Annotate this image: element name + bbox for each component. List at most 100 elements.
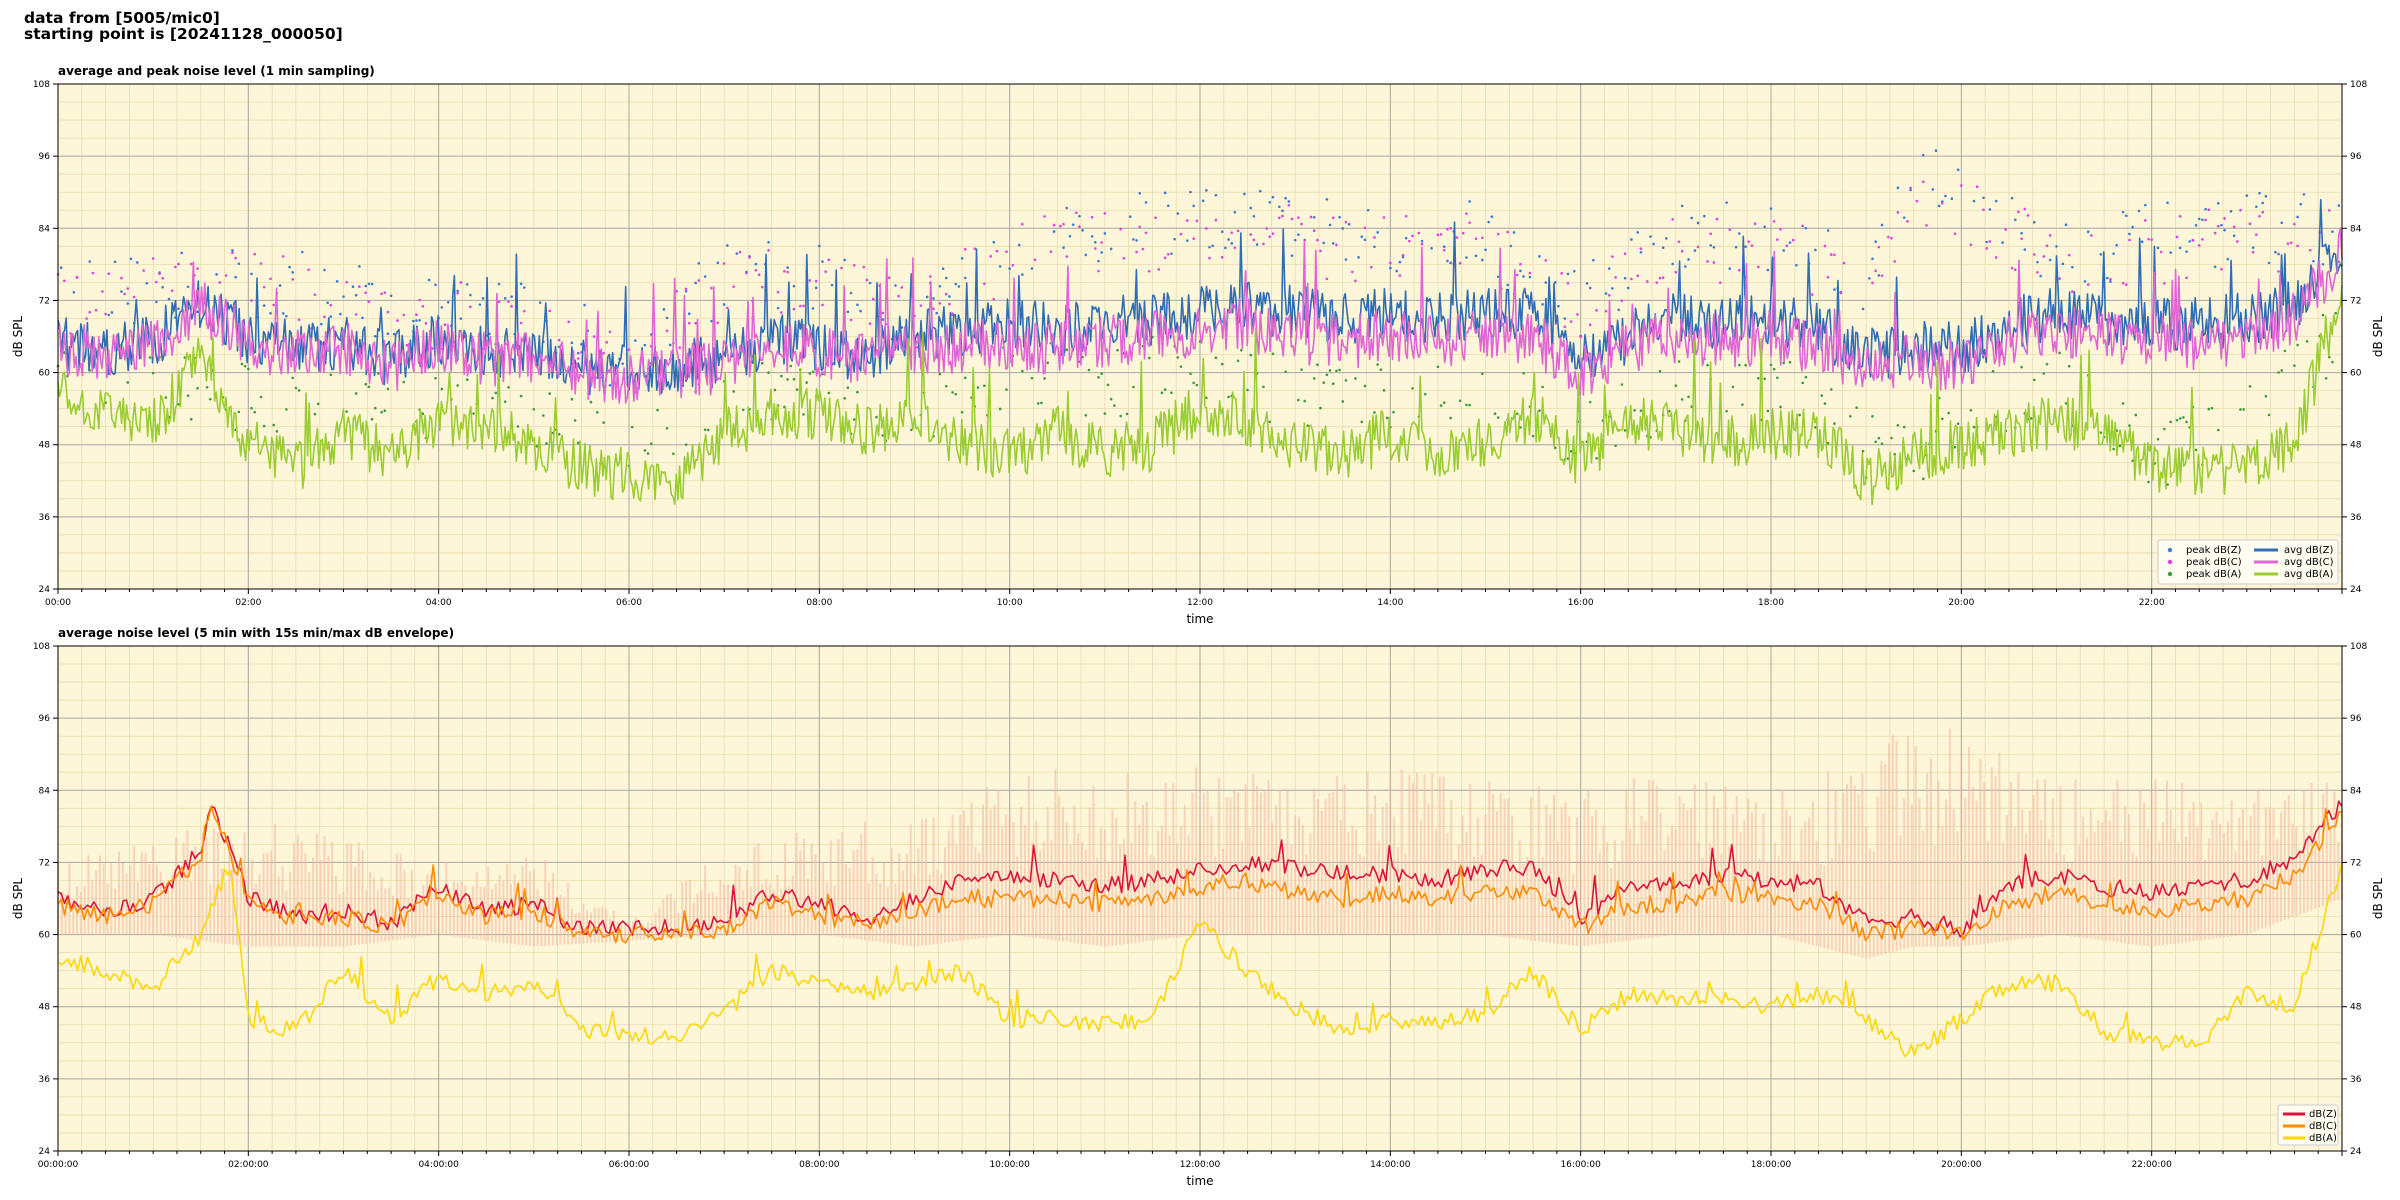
scatter-point-peakdbc bbox=[1103, 211, 1107, 215]
scatter-point-peakdbc bbox=[224, 274, 228, 277]
scatter-point-peakdbc bbox=[1696, 245, 1700, 249]
scatter-point-peakdbc bbox=[2004, 228, 2008, 231]
scatter-point-peakdbc bbox=[345, 280, 348, 284]
scatter-point-peakdbz bbox=[1506, 283, 1510, 287]
scatter-point-peakdbc bbox=[767, 249, 770, 252]
scatter-point-peakdbz bbox=[856, 303, 859, 307]
scatter-point-peakdbc bbox=[1569, 320, 1573, 323]
x-tick-label: 08:00 bbox=[806, 598, 832, 608]
scatter-point-peakdbc bbox=[1074, 211, 1078, 215]
scatter-point-peakdba bbox=[982, 384, 986, 388]
x-tick-label: 18:00:00 bbox=[1751, 1160, 1792, 1170]
scatter-point-peakdbc bbox=[1297, 216, 1300, 219]
scatter-point-peakdbc bbox=[1401, 253, 1405, 257]
scatter-point-peakdbc bbox=[1576, 313, 1579, 316]
scatter-point-peakdbc bbox=[1712, 261, 1716, 264]
scatter-point-peakdbz bbox=[2255, 205, 2258, 209]
scatter-point-peakdbc bbox=[1442, 248, 1446, 252]
scatter-point-peakdba bbox=[1176, 356, 1180, 359]
scatter-point-peakdbc bbox=[2220, 267, 2223, 271]
scatter-point-peakdbz bbox=[2188, 240, 2192, 243]
scatter-point-peakdbc bbox=[1975, 185, 1979, 189]
scatter-point-peakdba bbox=[1100, 372, 1103, 376]
scatter-point-peakdbc bbox=[1871, 281, 1874, 285]
scatter-point-peakdba bbox=[545, 442, 548, 445]
y-tick-label-left: 96 bbox=[39, 152, 51, 162]
scatter-point-peakdbc bbox=[992, 297, 996, 301]
scatter-point-peakdbz bbox=[1782, 249, 1785, 252]
scatter-point-peakdba bbox=[1814, 426, 1817, 429]
scatter-point-peakdba bbox=[1871, 415, 1874, 418]
scatter-point-peakdbz bbox=[1138, 191, 1142, 195]
scatter-point-peakdbc bbox=[2067, 253, 2071, 257]
scatter-point-peakdba bbox=[576, 441, 580, 445]
scatter-point-peakdbc bbox=[1528, 271, 1532, 275]
scatter-point-peakdbc bbox=[900, 286, 904, 289]
scatter-point-peakdbc bbox=[1915, 199, 1919, 203]
scatter-point-peakdbz bbox=[1490, 215, 1494, 219]
scatter-point-peakdbz bbox=[1573, 269, 1576, 273]
scatter-point-peakdbc bbox=[1233, 246, 1237, 250]
scatter-point-peakdba bbox=[1236, 359, 1240, 363]
scatter-point-peakdbc bbox=[726, 306, 729, 310]
scatter-point-peakdbc bbox=[250, 299, 253, 302]
scatter-point-peakdbc bbox=[1147, 269, 1151, 273]
scatter-point-peakdbz bbox=[538, 301, 542, 304]
scatter-point-peakdbc bbox=[396, 319, 399, 322]
scatter-point-peakdbc bbox=[1921, 180, 1925, 184]
scatter-point-peakdbc bbox=[1186, 219, 1189, 222]
scatter-point-peakdbc bbox=[1455, 236, 1459, 239]
scatter-point-peakdba bbox=[1109, 397, 1113, 401]
x-tick-label: 08:00:00 bbox=[799, 1160, 840, 1170]
scatter-point-peakdba bbox=[1125, 412, 1129, 416]
scatter-point-peakdbc bbox=[364, 291, 368, 295]
scatter-point-peakdba bbox=[275, 430, 279, 433]
scatter-point-peakdbc bbox=[881, 311, 885, 315]
x-tick-label: 14:00:00 bbox=[1370, 1160, 1411, 1170]
scatter-point-peakdbc bbox=[1645, 280, 1649, 283]
scatter-point-peakdbz bbox=[215, 273, 218, 276]
scatter-point-peakdbz bbox=[1544, 281, 1548, 284]
scatter-point-peakdbz bbox=[1725, 201, 1728, 204]
scatter-point-peakdbz bbox=[1972, 199, 1976, 203]
scatter-point-peakdbc bbox=[697, 279, 701, 282]
scatter-point-peakdbz bbox=[1585, 282, 1589, 285]
scatter-point-peakdbz bbox=[786, 266, 789, 269]
scatter-point-peakdbz bbox=[1988, 208, 1992, 211]
scatter-point-peakdbz bbox=[1008, 267, 1011, 270]
x-tick-label: 10:00:00 bbox=[989, 1160, 1030, 1170]
scatter-point-peakdbz bbox=[478, 303, 482, 306]
scatter-point-peakdbc bbox=[2071, 290, 2074, 293]
scatter-point-peakdbz bbox=[941, 267, 945, 271]
scatter-point-peakdba bbox=[1344, 379, 1348, 382]
scatter-point-peakdbc bbox=[754, 268, 758, 272]
scatter-point-peakdbc bbox=[1100, 241, 1103, 244]
scatter-point-peakdbz bbox=[1249, 206, 1253, 210]
scatter-point-peakdbc bbox=[1753, 222, 1757, 225]
scatter-point-peakdbz bbox=[2039, 274, 2042, 278]
scatter-point-peakdbz bbox=[1389, 266, 1392, 270]
scatter-point-peakdba bbox=[1969, 408, 1973, 412]
scatter-point-peakdbc bbox=[748, 256, 751, 259]
scatter-point-peakdbc bbox=[1791, 238, 1795, 242]
scatter-point-peakdba bbox=[792, 377, 796, 381]
scatter-point-peakdbc bbox=[1262, 242, 1265, 246]
scatter-point-peakdbz bbox=[1230, 242, 1234, 245]
scatter-point-peakdbc bbox=[1417, 231, 1421, 235]
scatter-point-peakdbc bbox=[2147, 237, 2150, 241]
scatter-point-peakdba bbox=[1741, 403, 1744, 406]
scatter-point-peakdbz bbox=[894, 284, 897, 287]
scatter-point-peakdba bbox=[2118, 444, 2122, 448]
scatter-point-peakdbz bbox=[1258, 189, 1262, 193]
scatter-point-peakdbz bbox=[580, 343, 583, 346]
scatter-point-peakdba bbox=[1373, 411, 1376, 414]
scatter-point-peakdbz bbox=[1934, 149, 1938, 153]
scatter-point-peakdbz bbox=[608, 384, 612, 387]
scatter-point-peakdba bbox=[2042, 372, 2046, 375]
scatter-point-peakdba bbox=[2163, 427, 2166, 431]
scatter-point-peakdbz bbox=[1255, 243, 1259, 246]
scatter-point-peakdbz bbox=[2261, 201, 2264, 205]
scatter-point-peakdbc bbox=[605, 341, 609, 344]
scatter-point-peakdbz bbox=[1103, 232, 1107, 235]
scatter-point-peakdbz bbox=[300, 250, 304, 254]
